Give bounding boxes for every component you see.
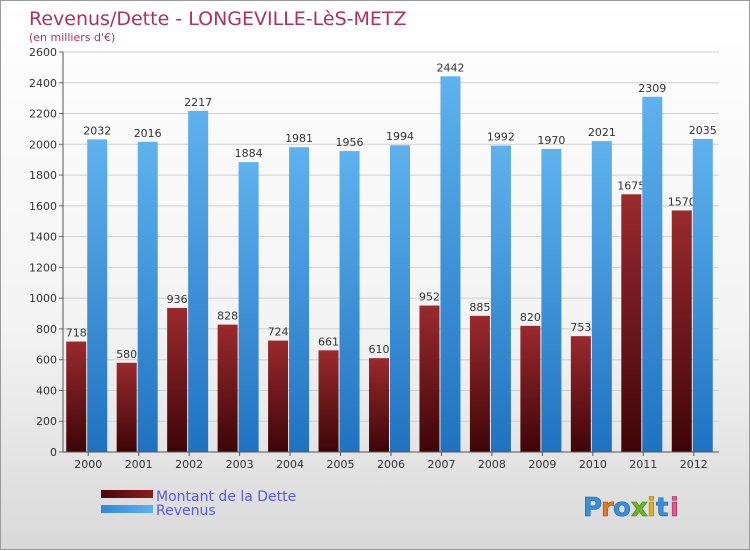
bar-revenue: [541, 148, 562, 452]
chart-title: Revenus/Dette - LONGEVILLE-LèS-METZ: [29, 8, 407, 30]
bars: 718 2032 580 2016 936 2217 828 1884 724 1981 661 19…: [66, 61, 717, 453]
x-tick-label: 2008: [478, 458, 506, 471]
bar-debt: [66, 341, 87, 452]
y-tick-label: 0: [50, 446, 57, 459]
y-tick-label: 1200: [29, 261, 57, 274]
bar-debt: [167, 308, 188, 452]
x-tick-label: 2004: [276, 458, 304, 471]
bar-revenue: [289, 147, 310, 452]
data-label-debt: 828: [217, 310, 238, 323]
x-tick-label: 2009: [528, 458, 556, 471]
data-label-revenue: 2016: [134, 127, 162, 140]
svg-text:i: i: [670, 493, 679, 523]
data-label-debt: 936: [167, 293, 188, 306]
svg-text:x: x: [631, 493, 648, 523]
svg-text:t: t: [656, 493, 668, 523]
data-label-debt: 661: [318, 335, 339, 348]
y-tick-label: 1000: [29, 292, 57, 305]
y-tick-label: 400: [36, 384, 57, 397]
data-label-revenue: 1994: [386, 130, 414, 143]
y-tick-label: 2200: [29, 108, 57, 121]
data-label-revenue: 1956: [336, 136, 364, 149]
y-tick-label: 2600: [29, 46, 57, 59]
svg-text:r: r: [601, 493, 614, 523]
svg-text:o: o: [613, 493, 631, 523]
y-tick-label: 1800: [29, 169, 57, 182]
x-tick-label: 2007: [427, 458, 455, 471]
data-label-revenue: 1970: [537, 134, 565, 147]
data-label-debt: 1570: [668, 195, 696, 208]
bar-revenue: [188, 110, 209, 452]
data-label-debt: 952: [419, 291, 440, 304]
bar-debt: [469, 315, 490, 452]
bar-revenue: [642, 96, 663, 453]
data-label-revenue: 2035: [689, 124, 717, 137]
y-tick-label: 2000: [29, 138, 57, 151]
bar-revenue: [591, 141, 612, 453]
bar-revenue: [490, 145, 511, 453]
proxiti-logo: P r o x i t i: [583, 493, 680, 524]
x-tick-label: 2001: [125, 458, 153, 471]
x-tick-label: 2000: [74, 458, 102, 471]
data-label-debt: 610: [369, 343, 390, 356]
bar-debt: [268, 340, 289, 452]
y-tick-label: 800: [36, 323, 57, 336]
y-tick-label: 200: [36, 415, 57, 428]
data-label-revenue: 2032: [83, 124, 111, 137]
bar-debt: [671, 210, 692, 452]
bar-debt: [116, 362, 137, 452]
legend-label-revenue: Revenus: [156, 503, 216, 519]
data-label-debt: 724: [268, 326, 289, 339]
data-label-revenue: 1992: [487, 131, 515, 144]
bar-revenue: [87, 139, 108, 452]
x-tick-label: 2012: [680, 458, 708, 471]
bar-revenue: [692, 138, 713, 452]
legend-swatch-debt: [101, 490, 153, 498]
x-tick-label: 2010: [579, 458, 607, 471]
data-label-revenue: 1884: [235, 147, 263, 160]
data-label-debt: 580: [116, 348, 137, 361]
bar-debt: [570, 336, 591, 452]
bar-debt: [419, 305, 440, 452]
data-label-debt: 885: [469, 301, 490, 314]
data-label-debt: 1675: [617, 179, 645, 192]
bar-revenue: [238, 162, 259, 452]
bar-revenue: [390, 145, 410, 452]
data-label-revenue: 2442: [436, 61, 464, 74]
data-label-debt: 753: [570, 321, 591, 334]
bar-revenue: [440, 76, 461, 453]
data-label-debt: 718: [66, 327, 87, 340]
y-tick-label: 2400: [29, 77, 57, 90]
legend-swatch-revenue: [101, 505, 153, 513]
data-label-revenue: 2217: [184, 96, 212, 109]
bar-revenue: [137, 141, 158, 452]
x-tick-label: 2002: [175, 458, 203, 471]
data-label-debt: 820: [520, 311, 541, 324]
x-tick-label: 2006: [377, 458, 405, 471]
y-tick-label: 1400: [29, 231, 57, 244]
x-tick-label: 2003: [226, 458, 254, 471]
bar-debt: [318, 350, 339, 452]
bar-revenue: [339, 151, 360, 453]
y-tick-label: 600: [36, 354, 57, 367]
x-tick-label: 2005: [327, 458, 355, 471]
bar-debt: [621, 194, 642, 453]
axes: 0 200 400 600 800 1000 1200 1400 1600 1800 2000 220…: [29, 46, 719, 471]
svg-text:P: P: [583, 493, 602, 523]
data-label-revenue: 1981: [285, 132, 313, 145]
bar-debt: [217, 324, 238, 452]
legend: Montant de la Dette Revenus: [101, 489, 296, 519]
data-label-revenue: 2021: [588, 126, 616, 139]
chart-subtitle: (en milliers d'€): [29, 31, 115, 44]
bar-debt: [520, 325, 541, 452]
bar-debt: [369, 358, 389, 452]
y-tick-label: 1600: [29, 200, 57, 213]
svg-text:i: i: [647, 493, 656, 523]
data-label-revenue: 2309: [638, 82, 666, 95]
x-tick-label: 2011: [629, 458, 657, 471]
legend-label-debt: Montant de la Dette: [156, 489, 296, 505]
